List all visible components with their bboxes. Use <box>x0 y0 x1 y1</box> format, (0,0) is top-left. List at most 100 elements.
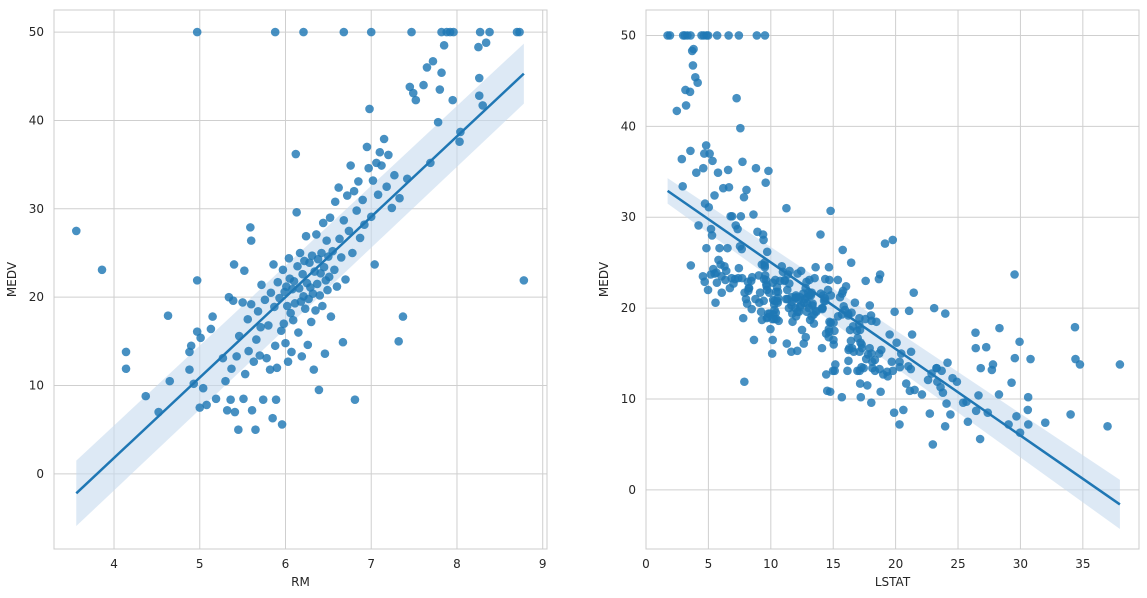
scatter-point <box>379 134 389 144</box>
scatter-point <box>312 279 322 289</box>
scatter-point <box>784 279 794 288</box>
scatter-point <box>706 224 716 234</box>
scatter-point <box>825 387 835 397</box>
scatter-point <box>846 336 856 346</box>
scatter-point <box>196 333 205 343</box>
scatter-point <box>448 95 457 105</box>
scatter-point <box>334 183 343 192</box>
x-tick-label: 30 <box>1013 557 1028 571</box>
scatter-point <box>747 304 757 314</box>
scatter-point <box>271 395 281 404</box>
y-tick-label: 20 <box>29 290 44 304</box>
scatter-points-lstat <box>663 31 1125 449</box>
scatter-point <box>411 95 421 105</box>
scatter-point <box>844 356 853 366</box>
scatter-point <box>971 343 981 353</box>
scatter-point <box>330 197 340 207</box>
scatter-point <box>297 352 307 361</box>
scatter-point <box>825 275 834 285</box>
scatter-point <box>474 73 484 83</box>
scatter-point <box>1023 420 1033 429</box>
scatter-point <box>723 243 732 253</box>
scatter-point <box>1103 421 1112 431</box>
scatter-point <box>762 247 772 257</box>
scatter-point <box>889 408 899 417</box>
scatter-point <box>1115 360 1125 369</box>
scatter-point <box>355 233 365 243</box>
scatter-point <box>269 260 278 269</box>
scatter-point <box>198 383 208 393</box>
scatter-point <box>338 337 348 347</box>
scatter-point <box>946 410 955 419</box>
scatter-point <box>362 142 372 152</box>
scatter-point <box>818 303 827 313</box>
scatter-point <box>234 425 243 435</box>
scatter-point <box>740 377 749 387</box>
scatter-point <box>710 191 719 200</box>
scatter-point <box>298 269 307 279</box>
y-tick-label: 0 <box>628 483 636 497</box>
scatter-point <box>300 304 310 313</box>
scatter-point <box>665 31 675 40</box>
regression-line-lstat <box>666 189 1121 506</box>
scatter-point <box>766 324 775 334</box>
scatter-point <box>428 56 438 66</box>
scatter-point <box>738 313 748 323</box>
scatter-point <box>185 347 194 357</box>
scatter-point <box>940 421 950 431</box>
scatter-point <box>824 262 834 272</box>
x-tick-label: 5 <box>196 557 204 571</box>
scatter-point <box>917 390 927 399</box>
scatter-point <box>370 260 379 269</box>
x-tick-label: 4 <box>110 557 118 571</box>
scatter-point <box>703 31 713 40</box>
scatter-point <box>975 434 985 444</box>
scatter-point <box>354 177 363 186</box>
scatter-point <box>226 395 235 404</box>
scatter-point <box>707 231 717 240</box>
scatter-point <box>253 307 263 316</box>
scatter-point <box>713 168 723 177</box>
scatter-point <box>883 372 893 381</box>
scatter-point <box>375 147 385 157</box>
scatter-point <box>286 308 295 318</box>
scatter-point <box>222 405 232 415</box>
scatter-point <box>942 399 951 408</box>
scatter-point <box>228 296 238 306</box>
chart-rm-vs-medv: 4 5 6 7 8 9 0 10 20 30 40 50 RM MEDV <box>5 9 548 589</box>
scatter-point <box>262 353 271 363</box>
scatter-point <box>704 202 714 212</box>
regression-line <box>75 72 525 495</box>
scatter-point <box>715 243 724 253</box>
scatter-point <box>760 262 770 272</box>
scatter-point <box>929 303 939 313</box>
scatter-point <box>976 363 986 373</box>
scatter-point <box>876 345 886 355</box>
scatter-point <box>230 407 240 417</box>
scatter-point <box>255 351 265 360</box>
scatter-point <box>678 182 687 191</box>
scatter-point <box>899 405 908 415</box>
scatter-point <box>474 91 484 101</box>
scatter-point <box>974 391 983 400</box>
scatter-point <box>71 226 81 236</box>
scatter-point <box>712 31 722 40</box>
scatter-point <box>887 357 897 367</box>
scatter-point <box>910 385 919 395</box>
scatter-point <box>717 288 727 297</box>
scatter-point <box>751 163 761 173</box>
scatter-point <box>293 261 302 271</box>
scatter-point <box>294 328 303 337</box>
scatter-point <box>756 307 766 317</box>
scatter-point <box>701 141 711 150</box>
scatter-point <box>1070 322 1080 332</box>
scatter-point <box>764 166 773 176</box>
scatter-point <box>346 161 355 170</box>
scatter-point <box>282 301 292 311</box>
scatter-point <box>325 213 335 222</box>
scatter-point <box>202 400 211 410</box>
scatter-point <box>1026 354 1035 364</box>
scatter-point <box>165 376 175 386</box>
scatter-point <box>232 352 241 361</box>
scatter-point <box>260 295 270 305</box>
